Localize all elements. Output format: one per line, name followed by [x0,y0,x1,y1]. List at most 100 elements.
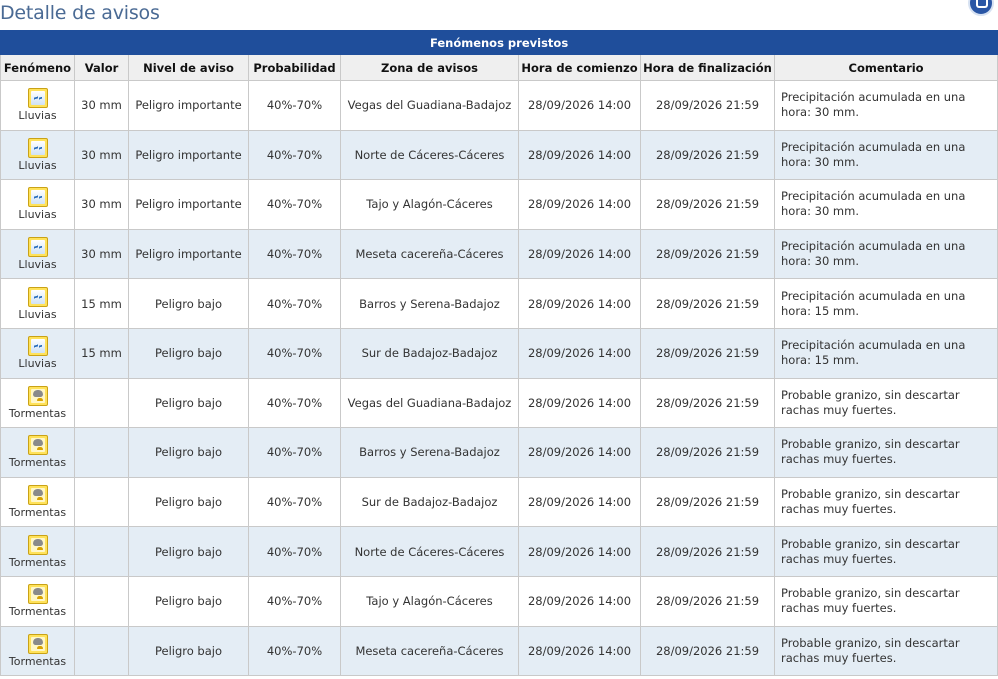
cell-start: 28/09/2026 14:00 [518,476,641,528]
cell-comment: Precipitación acumulada en una hora: 30 … [773,179,998,230]
cell-phenomenon: Tormentas [0,625,75,677]
cell-zone: Meseta cacereña-Cáceres [340,228,519,280]
cell-start: 28/09/2026 14:00 [518,526,641,577]
table-row: Lluvias 15 mm Peligro bajo 40%-70% Barros y … [0,278,998,329]
cell-end: 28/09/2026 21:59 [640,526,775,577]
cell-end: 28/09/2026 21:59 [640,625,775,677]
phenomenon-label: Tormentas [8,555,67,569]
cell-level: Peligro importante [128,80,249,131]
cell-level: Peligro importante [128,179,249,230]
cell-level: Peligro bajo [128,575,249,627]
cell-level: Peligro importante [128,129,249,181]
cell-zone: Barros y Serena-Badajoz [340,278,519,329]
table-body: Lluvias 30 mm Peligro importante 40%-70% Veg… [0,80,998,677]
cell-zone: Vegas del Guadiana-Badajoz [340,80,519,131]
cell-probability: 40%-70% [248,129,341,181]
col-header-value: Valor [74,54,129,81]
cell-end: 28/09/2026 21:59 [640,179,775,230]
cell-end: 28/09/2026 21:59 [640,80,775,131]
col-header-comment: Comentario [773,54,998,81]
col-header-level: Nivel de aviso [128,54,249,81]
cell-value: 15 mm [74,278,129,329]
cell-zone: Barros y Serena-Badajoz [340,427,519,478]
cell-phenomenon: Tormentas [0,575,75,627]
cell-comment: Probable granizo, sin descartar rachas m… [773,526,998,577]
cell-phenomenon: Lluvias [0,278,75,329]
cell-phenomenon: Lluvias [0,80,75,131]
cell-probability: 40%-70% [248,427,341,478]
cell-phenomenon: Tormentas [0,526,75,577]
print-icon[interactable] [968,0,994,16]
cell-zone: Sur de Badajoz-Badajoz [340,327,519,379]
table-row: Lluvias 30 mm Peligro importante 40%-70% Veg… [0,80,998,131]
cell-end: 28/09/2026 21:59 [640,327,775,379]
cell-phenomenon: Tormentas [0,476,75,528]
phenomenon-label: Tormentas [8,506,67,520]
cell-zone: Norte de Cáceres-Cáceres [340,129,519,181]
cell-start: 28/09/2026 14:00 [518,327,641,379]
rain-icon [27,137,48,158]
phenomenon-label: Lluvias [18,109,57,123]
cell-start: 28/09/2026 14:00 [518,129,641,181]
cell-zone: Vegas del Guadiana-Badajoz [340,377,519,429]
cell-comment: Precipitación acumulada en una hora: 15 … [773,278,998,329]
storm-icon [27,485,48,506]
cell-level: Peligro bajo [128,526,249,577]
warnings-table: Fenómenos previstos Fenómeno Valor Nivel… [0,30,998,677]
phenomenon-label: Lluvias [18,208,57,222]
cell-probability: 40%-70% [248,278,341,329]
cell-zone: Tajo y Alagón-Cáceres [340,575,519,627]
rain-icon [27,88,48,109]
table-row: Lluvias 30 mm Peligro importante 40%-70% Taj… [0,179,998,230]
cell-probability: 40%-70% [248,575,341,627]
cell-comment: Probable granizo, sin descartar rachas m… [773,377,998,429]
cell-comment: Probable granizo, sin descartar rachas m… [773,575,998,627]
cell-phenomenon: Lluvias [0,327,75,379]
cell-probability: 40%-70% [248,526,341,577]
phenomenon-label: Lluvias [18,258,57,272]
table-row: Tormentas Peligro bajo 40%-70% Vegas del Gu… [0,377,998,429]
col-header-phenomenon: Fenómeno [0,54,75,81]
col-header-probability: Probabilidad [248,54,341,81]
cell-level: Peligro bajo [128,327,249,379]
table-row: Tormentas Peligro bajo 40%-70% Norte de Các… [0,526,998,577]
cell-value: 30 mm [74,228,129,280]
cell-probability: 40%-70% [248,327,341,379]
cell-phenomenon: Tormentas [0,427,75,478]
cell-level: Peligro importante [128,228,249,280]
cell-level: Peligro bajo [128,625,249,677]
cell-value: 30 mm [74,80,129,131]
cell-probability: 40%-70% [248,179,341,230]
cell-comment: Precipitación acumulada en una hora: 30 … [773,129,998,181]
cell-end: 28/09/2026 21:59 [640,228,775,280]
cell-start: 28/09/2026 14:00 [518,377,641,429]
table-header: Fenómeno Valor Nivel de aviso Probabilid… [0,54,998,81]
cell-comment: Precipitación acumulada en una hora: 30 … [773,80,998,131]
cell-phenomenon: Lluvias [0,179,75,230]
cell-start: 28/09/2026 14:00 [518,179,641,230]
cell-value [74,377,129,429]
phenomenon-label: Lluvias [18,357,57,371]
cell-value [74,476,129,528]
cell-zone: Meseta cacereña-Cáceres [340,625,519,677]
rain-icon [27,237,48,258]
phenomenon-label: Lluvias [18,307,57,321]
cell-comment: Precipitación acumulada en una hora: 30 … [773,228,998,280]
cell-start: 28/09/2026 14:00 [518,228,641,280]
rain-icon [27,286,48,307]
storm-icon [27,534,48,555]
cell-value: 30 mm [74,179,129,230]
cell-zone: Norte de Cáceres-Cáceres [340,526,519,577]
cell-start: 28/09/2026 14:00 [518,278,641,329]
cell-comment: Probable granizo, sin descartar rachas m… [773,625,998,677]
cell-probability: 40%-70% [248,80,341,131]
storm-icon [27,584,48,605]
table-row: Lluvias 15 mm Peligro bajo 40%-70% Sur de Ba… [0,327,998,379]
table-row: Tormentas Peligro bajo 40%-70% Meseta cacer… [0,625,998,677]
cell-end: 28/09/2026 21:59 [640,476,775,528]
cell-end: 28/09/2026 21:59 [640,575,775,627]
cell-value: 30 mm [74,129,129,181]
cell-value [74,625,129,677]
phenomenon-label: Tormentas [8,605,67,619]
cell-start: 28/09/2026 14:00 [518,80,641,131]
